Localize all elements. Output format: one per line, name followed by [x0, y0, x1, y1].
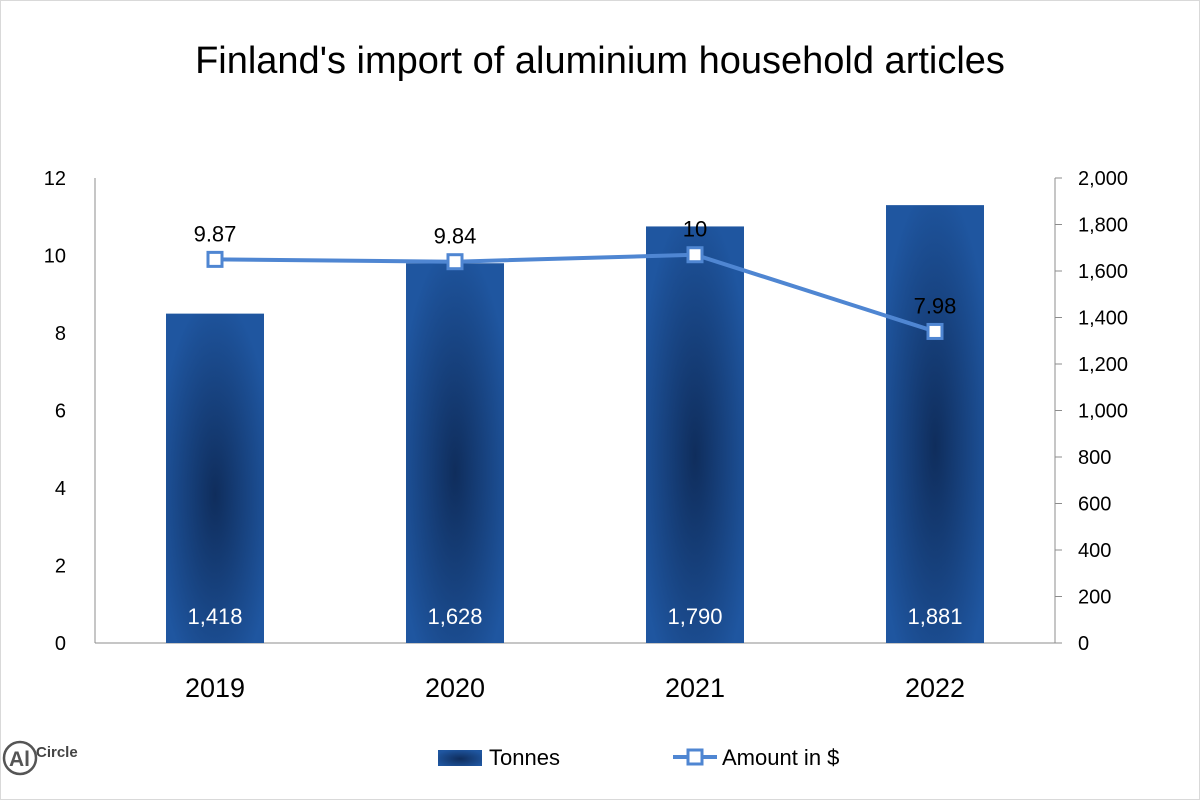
bar-data-label: 1,418 — [187, 604, 242, 629]
right-tick-label: 400 — [1078, 540, 1111, 562]
x-tick-label: 2022 — [905, 673, 965, 703]
line-data-label: 9.87 — [194, 221, 237, 246]
bar — [166, 313, 264, 643]
bar — [406, 263, 504, 643]
logo-mark: Al — [9, 748, 30, 771]
bar-series: 1,418 1,628 1,790 1,881 — [166, 205, 984, 643]
x-tick-label: 2020 — [425, 673, 485, 703]
legend-label-amount: Amount in $ — [722, 745, 839, 770]
bar — [886, 205, 984, 643]
right-tick-label: 2,000 — [1078, 168, 1128, 190]
left-tick-label: 10 — [44, 246, 66, 268]
bar-data-label: 1,628 — [427, 604, 482, 629]
bar-data-label: 1,881 — [907, 604, 962, 629]
right-tick-label: 1,800 — [1078, 215, 1128, 237]
right-tick-label: 1,000 — [1078, 401, 1128, 423]
right-tick-label: 1,400 — [1078, 308, 1128, 330]
right-tick-label: 0 — [1078, 633, 1089, 655]
right-tick-label: 1,600 — [1078, 261, 1128, 283]
left-tick-label: 8 — [55, 323, 66, 345]
left-tick-label: 12 — [44, 168, 66, 190]
line-point — [446, 253, 464, 271]
left-tick-label: 4 — [55, 478, 66, 500]
legend-label-tonnes: Tonnes — [489, 745, 560, 770]
right-tick-label: 200 — [1078, 587, 1111, 609]
right-tick-label: 600 — [1078, 494, 1111, 516]
line-point — [926, 322, 944, 340]
chart-title: Finland's import of aluminium household … — [195, 40, 1005, 82]
line-data-label: 7.98 — [914, 293, 957, 318]
left-tick-label: 0 — [55, 633, 66, 655]
legend: Tonnes Amount in $ — [438, 745, 839, 770]
line-data-label: 10 — [683, 217, 707, 242]
x-tick-label: 2021 — [665, 673, 725, 703]
bar — [646, 226, 744, 643]
line-point — [206, 250, 224, 268]
series-line — [214, 252, 936, 334]
left-tick-label: 6 — [55, 401, 66, 423]
legend-swatch-tonnes — [438, 750, 482, 766]
line-data-label: 9.84 — [434, 224, 477, 249]
right-tick-label: 1,200 — [1078, 354, 1128, 376]
line-series: 9.87 9.84 10 7.98 — [194, 217, 957, 340]
legend-marker-amount — [686, 748, 704, 766]
bar-data-label: 1,790 — [667, 604, 722, 629]
logo-text: Circle — [36, 744, 78, 761]
right-tick-label: 800 — [1078, 447, 1111, 469]
line-point — [686, 246, 704, 264]
axes: 0 2 4 6 8 10 12 0 200 400 600 800 1,000 1,200 1,400 1,6… — [44, 168, 1128, 703]
alcircle-logo: Al Circle — [2, 738, 86, 778]
x-tick-label: 2019 — [185, 673, 245, 703]
left-tick-label: 2 — [55, 556, 66, 578]
